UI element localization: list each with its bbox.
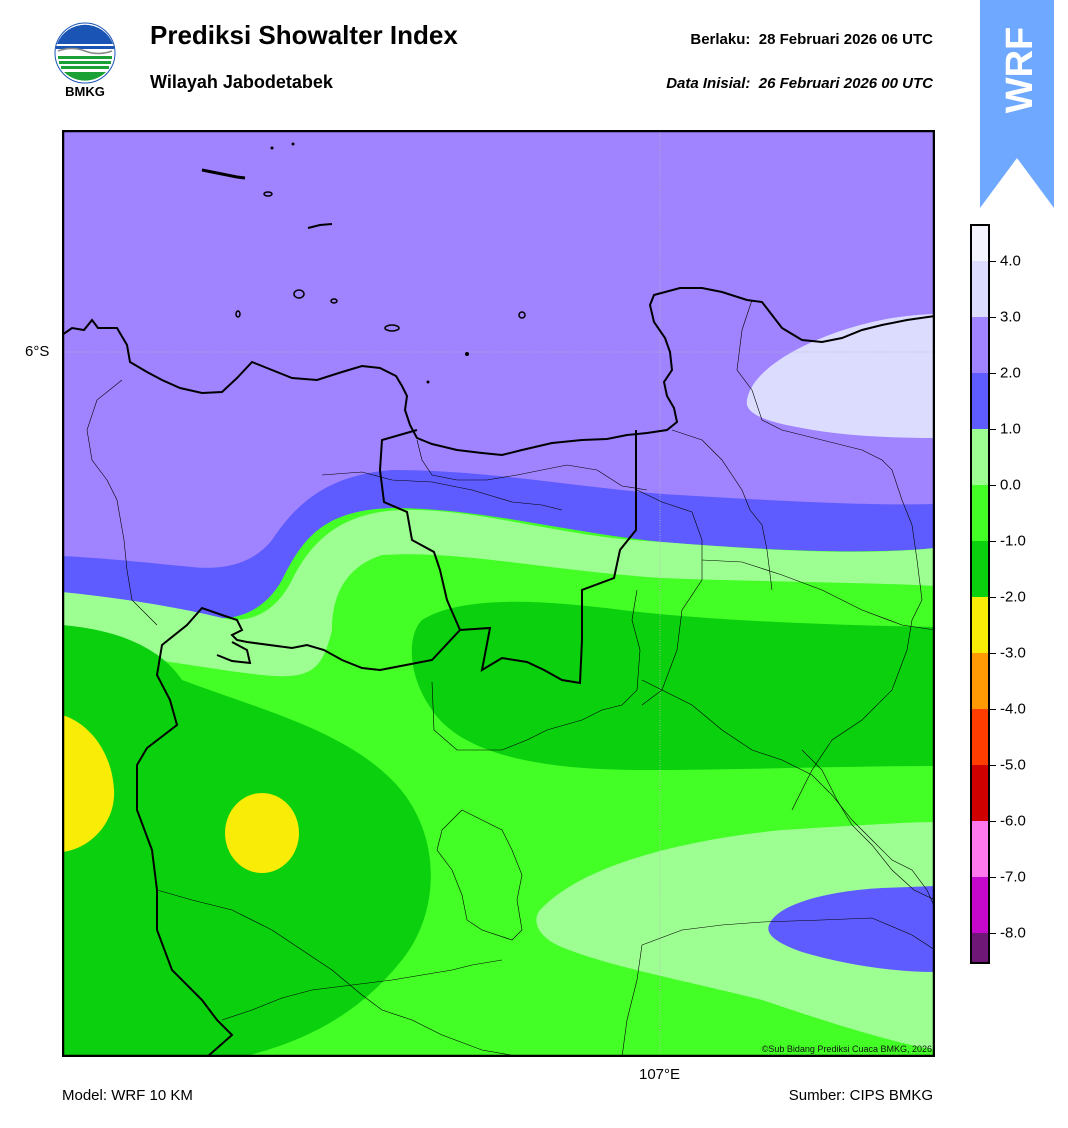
colorbar-tick [990,373,996,374]
colorbar-segment [972,653,988,709]
colorbar-segment-top [972,226,988,261]
colorbar-segment [972,541,988,597]
field-yellow-west [62,715,115,852]
colorbar-tick-label: 2.0 [1000,364,1021,382]
colorbar [970,224,990,964]
init-value: 26 Februari 2026 00 UTC [758,75,933,92]
field-dark-green-center [411,601,935,770]
colorbar-tick-label: -6.0 [1000,812,1026,830]
valid-value: 28 Februari 2026 06 UTC [758,31,933,48]
region-subtitle: Wilayah Jabodetabek [150,72,333,92]
island-north-10 [291,142,295,146]
colorbar-tick [990,877,996,878]
colorbar-tick-label: 1.0 [1000,420,1021,438]
bmkg-logo-icon [52,20,118,100]
logo-label: BMKG [65,84,105,99]
field-lavender-northeast [746,314,935,438]
field-blue-southeast [768,886,935,972]
field-yellow-center [225,793,299,873]
colorbar-tick [990,709,996,710]
latitude-label: 6°S [25,343,50,360]
colorbar-tick-label: -8.0 [1000,924,1026,942]
longitude-label: 107°E [639,1066,681,1083]
coastline-java-north [62,287,935,457]
island-north-7 [384,324,400,332]
colorbar-tick [990,485,996,486]
colorbar-segment [972,765,988,821]
island-north-3 [263,191,273,197]
colorbar-tick [990,933,996,934]
colorbar-segment [972,261,988,317]
island-north-6 [235,310,241,318]
island-north-9 [270,146,274,150]
colorbar-segment [972,485,988,541]
source-info: Sumber: CIPS BMKG [788,1087,933,1104]
colorbar-tick-label: -7.0 [1000,868,1026,886]
map-copyright: ©Sub Bidang Prediksi Cuaca BMKG, 2026 [761,1044,932,1054]
colorbar-tick-label: -2.0 [1000,588,1026,606]
colorbar-tick [990,765,996,766]
colorbar-tick-label: -1.0 [1000,532,1026,550]
field-purple-band [62,130,935,568]
page-title: Prediksi Showalter Index [150,20,458,50]
island-north-12 [426,380,430,384]
colorbar-segment [972,933,988,962]
island-north-1 [201,168,246,180]
field-light-green-southeast [536,822,935,1050]
island-north-8 [518,311,526,319]
colorbar-segment [972,877,988,933]
colorbar-tick [990,317,996,318]
showalter-map [62,130,935,1057]
border-west-province [136,606,461,1057]
island-north-11 [465,352,469,356]
district-boundaries [86,299,935,1057]
colorbar-segment [972,373,988,429]
colorbar-tick [990,429,996,430]
colorbar-tick [990,597,996,598]
valid-time: Berlaku: 28 Februari 2026 06 UTC [690,31,933,48]
colorbar-tick [990,821,996,822]
colorbar-segment [972,709,988,765]
colorbar-tick-label: -4.0 [1000,700,1026,718]
colorbar-tick-label: -3.0 [1000,644,1026,662]
border-west-island [216,641,252,665]
colorbar-tick-label: 3.0 [1000,308,1021,326]
init-label: Data Inisial: [666,75,751,92]
island-north-4 [293,289,305,299]
model-info: Model: WRF 10 KM [62,1087,193,1104]
colorbar-tick [990,541,996,542]
colorbar-tick-label: -5.0 [1000,756,1026,774]
colorbar-segment [972,821,988,877]
border-jakarta-banten [378,429,637,685]
wrf-banner: WRF [980,0,1054,208]
colorbar-tick-label: 4.0 [1000,252,1021,270]
colorbar-segment [972,429,988,485]
wrf-label: WRF [999,27,1041,114]
field-light-green-band [62,509,935,677]
colorbar-tick [990,261,996,262]
colorbar-segment [972,597,988,653]
valid-label: Berlaku: [690,31,751,48]
island-north-5 [330,298,338,304]
colorbar-segment [972,317,988,373]
init-time: Data Inisial: 26 Februari 2026 00 UTC [666,75,933,92]
colorbar-tick [990,653,996,654]
island-north-2 [307,223,333,229]
colorbar-tick-label: 0.0 [1000,476,1021,494]
map-frame [62,130,935,1057]
